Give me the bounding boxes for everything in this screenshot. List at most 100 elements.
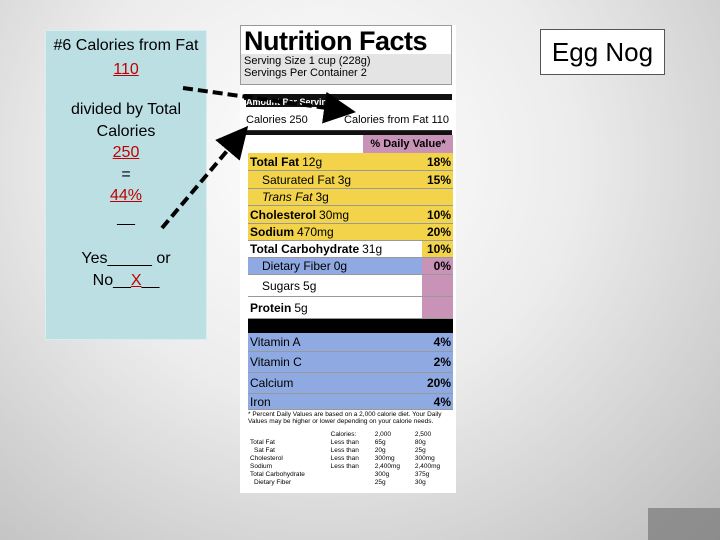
cell: Dietary Fiber — [254, 479, 292, 486]
footnote: * Percent Daily Values are based on a 2,… — [248, 411, 442, 425]
nutrient-name: Dietary Fiber — [262, 259, 331, 273]
arrow — [160, 125, 249, 230]
nutrient-row: Cholesterol 30mg 10% — [248, 206, 453, 224]
daily-value: 15% — [422, 171, 453, 188]
nutrient-name: Cholesterol — [250, 207, 317, 222]
daily-value: 4% — [422, 394, 453, 409]
serving-strip — [241, 54, 451, 84]
label-header: Nutrition Facts Serving Size 1 cup (228g… — [240, 25, 452, 85]
nutrient-row: Dietary Fiber 0g 0% — [248, 258, 453, 275]
nutrient: Vitamin A — [248, 333, 422, 351]
nutrient-row: Calcium 20% — [248, 373, 453, 394]
daily-value: 20% — [422, 373, 453, 393]
answer-suffix: __ — [141, 271, 160, 289]
nutrient-name: Sodium — [250, 225, 294, 239]
nutrient-name: Protein — [250, 300, 292, 315]
nutrient-amount: 3g — [315, 190, 329, 204]
nutrient: Cholesterol 30mg — [248, 206, 422, 223]
nutrient-name: Total Carbohydrate — [250, 242, 360, 256]
cell: 30g — [414, 479, 426, 486]
black-bar — [248, 319, 453, 333]
cell: 25g — [414, 447, 426, 454]
corner-decoration — [648, 508, 720, 540]
nutrient-amount: 470mg — [297, 225, 334, 239]
cell: Sodium — [250, 463, 273, 470]
answer: X — [130, 271, 142, 289]
cell: Less than — [330, 463, 359, 470]
nutrient: Saturated Fat 3g — [248, 171, 422, 188]
nutrient-amount: 5g — [294, 300, 308, 315]
daily-value: 10% — [422, 206, 453, 223]
dv-table: Calories: 2,000 2,500 Total Fat Less than 65g… — [248, 431, 453, 487]
fat-calories: 110 — [113, 60, 139, 78]
daily-value — [422, 189, 453, 205]
nutrient: Dietary Fiber 0g — [248, 258, 422, 274]
product: Egg Nog — [540, 29, 665, 75]
cell: 20g — [374, 447, 386, 454]
calories: Calories 250 — [246, 114, 308, 126]
nutrient-row: Sugars 5g — [248, 275, 453, 297]
cell: Less than — [330, 455, 359, 462]
dv-table-row: Sat Fat Less than 20g 25g — [248, 447, 453, 455]
cell: Less than — [330, 439, 359, 446]
nutrient-name: Saturated Fat — [262, 172, 335, 187]
nutrient-row: Vitamin A 4% — [248, 333, 453, 352]
daily-value: 4% — [422, 333, 453, 351]
calories-from-fat: Calories from Fat 110 — [344, 114, 449, 126]
nutrient-amount: 31g — [362, 242, 383, 256]
percent: 44% — [109, 187, 143, 204]
nutrient-amount: 3g — [337, 172, 352, 187]
dv-table-row: Total Fat Less than 65g 80g — [248, 439, 453, 447]
nutrient-amount: 5g — [303, 278, 317, 293]
equals: = — [121, 165, 131, 183]
nutrient-name: Trans Fat — [262, 190, 313, 204]
cell: 300mg — [374, 455, 395, 462]
daily-value — [422, 297, 453, 318]
cell: 80g — [414, 439, 426, 446]
nutrient-name: Vitamin A — [250, 335, 301, 349]
cell: 2,000 — [374, 431, 392, 438]
nutrient: Total Fat 12g — [248, 153, 422, 170]
total-calories: 250 — [112, 144, 140, 161]
cell: 25g — [374, 479, 386, 486]
serving-size: Serving Size 1 cup (228g) — [244, 55, 371, 67]
nutrient-name: Iron — [250, 394, 271, 409]
dv-table-row: Dietary Fiber 25g 30g — [248, 479, 453, 487]
cell: 375g — [414, 471, 430, 478]
nutrient-amount: 0g — [333, 259, 348, 273]
dv-header: % Daily Value* — [363, 135, 453, 153]
cell: Total Carbohydrate — [250, 471, 305, 478]
cell: 2,400mg — [374, 463, 401, 470]
blank: __ — [117, 208, 135, 226]
nutrient: Iron — [248, 394, 422, 409]
nutrient: Trans Fat 3g — [248, 189, 422, 205]
cell: Less than — [330, 447, 359, 454]
nutrient: Calcium — [248, 373, 422, 393]
nutrient: Vitamin C — [248, 352, 422, 372]
nutrient: Protein 5g — [248, 297, 422, 318]
nutrient-row: Protein 5g — [248, 297, 453, 319]
servings: Servings Per Container 2 — [244, 67, 367, 79]
rule — [244, 131, 452, 135]
nutrient-name: Calcium — [250, 376, 294, 390]
daily-value: 0% — [422, 258, 453, 274]
nutrient-amount: 12g — [302, 154, 323, 169]
cell: 300mg — [414, 455, 435, 462]
nutrient-row: Total Carbohydrate 31g 10% — [248, 241, 453, 258]
divided: divided by Total Calories — [71, 101, 181, 140]
cell: 300g — [374, 471, 390, 478]
question: #6 Calories from Fat — [53, 37, 199, 54]
calc-box: #6 Calories from Fat 110 divided by Tota… — [45, 30, 207, 340]
nutrient-name: Vitamin C — [250, 355, 302, 369]
nutrient-row: Trans Fat 3g — [248, 189, 453, 206]
cell: Calories: — [330, 431, 357, 438]
nutrient: Total Carbohydrate 31g — [248, 241, 422, 257]
cell: Cholesterol — [250, 455, 283, 462]
nutrient: Sugars 5g — [248, 275, 422, 296]
dv-table-row: Sodium Less than 2,400mg 2,400mg — [248, 463, 453, 471]
nutrient-row: Vitamin C 2% — [248, 352, 453, 373]
cell: Sat Fat — [254, 447, 275, 454]
nutrient-name: Total Fat — [250, 154, 300, 169]
nutrient-row: Saturated Fat 3g 15% — [248, 171, 453, 189]
